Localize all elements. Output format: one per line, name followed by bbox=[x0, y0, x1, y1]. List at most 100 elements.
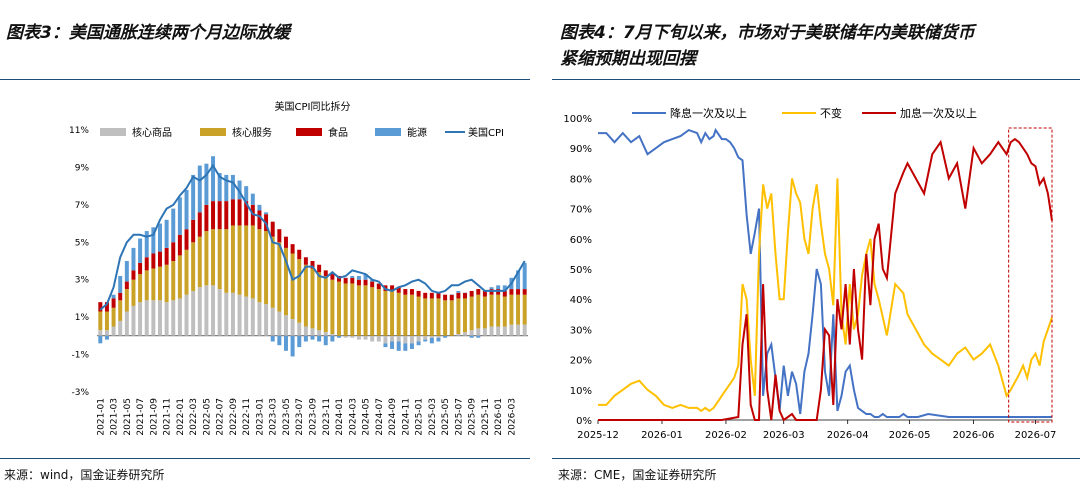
bar-segment bbox=[244, 225, 249, 297]
bar-segment bbox=[257, 229, 262, 303]
legend-label: 核心商品 bbox=[132, 126, 172, 139]
bar-segment bbox=[230, 292, 235, 336]
bar-segment bbox=[436, 298, 441, 336]
x-tick-label: 2026-01 bbox=[641, 430, 683, 441]
bar-segment bbox=[131, 305, 136, 336]
bar-segment bbox=[211, 229, 216, 286]
legend-swatch bbox=[200, 128, 226, 136]
bar-segment bbox=[297, 322, 302, 336]
bar-segment bbox=[244, 186, 249, 202]
bar-segment bbox=[502, 285, 507, 291]
bar-segment bbox=[297, 335, 302, 348]
bar-segment bbox=[469, 296, 474, 331]
x-tick-label: 2023-03 bbox=[269, 398, 279, 436]
left-bottom-rule bbox=[0, 458, 530, 459]
bar-segment bbox=[443, 294, 448, 301]
x-tick-label: 2021-11 bbox=[163, 398, 173, 436]
bar-segment bbox=[237, 294, 242, 336]
x-tick-label: 2021-01 bbox=[96, 398, 106, 436]
bar-segment bbox=[197, 212, 202, 237]
left-top-rule bbox=[0, 79, 530, 80]
bar-segment bbox=[184, 249, 189, 295]
bar-segment bbox=[317, 272, 322, 331]
bar-segment bbox=[230, 225, 235, 293]
bar-segment bbox=[522, 324, 527, 336]
bar-segment bbox=[469, 290, 474, 297]
bar-segment bbox=[330, 279, 335, 334]
bar-segment bbox=[184, 294, 189, 336]
y-tick-label: 1% bbox=[75, 313, 90, 323]
bar-segment bbox=[337, 335, 342, 338]
bar-segment bbox=[270, 307, 275, 336]
bar-segment bbox=[337, 281, 342, 336]
bar-segment bbox=[456, 290, 461, 293]
bar-segment bbox=[277, 229, 282, 243]
bar-segment bbox=[270, 221, 275, 237]
x-tick-label: 2025-03 bbox=[428, 398, 438, 436]
bar-segment bbox=[496, 294, 501, 327]
bar-segment bbox=[151, 300, 156, 336]
bar-segment bbox=[237, 180, 242, 200]
bar-segment bbox=[217, 289, 222, 336]
bar-segment bbox=[449, 300, 454, 336]
series-line-cpi bbox=[99, 163, 526, 311]
bar-segment bbox=[171, 300, 176, 336]
series-line-hike bbox=[598, 137, 1053, 422]
bar-segment bbox=[283, 236, 288, 248]
bar-segment bbox=[144, 257, 149, 271]
bar-segment bbox=[171, 261, 176, 301]
x-tick-label: 2022-07 bbox=[216, 398, 226, 436]
bar-segment bbox=[177, 197, 182, 235]
bar-segment bbox=[118, 300, 123, 321]
bar-segment bbox=[211, 201, 216, 230]
bar-segment bbox=[356, 285, 361, 336]
bar-segment bbox=[456, 298, 461, 334]
bar-segment bbox=[211, 285, 216, 336]
bar-segment bbox=[177, 234, 182, 256]
legend-label: 降息一次及以上 bbox=[670, 106, 747, 120]
bar-segment bbox=[476, 328, 481, 336]
bar-segment bbox=[283, 335, 288, 351]
bar-segment bbox=[403, 294, 408, 336]
bar-segment bbox=[509, 289, 514, 295]
bar-segment bbox=[138, 262, 143, 275]
legend-label: 能源 bbox=[407, 126, 427, 139]
bar-segment bbox=[469, 335, 474, 338]
bar-segment bbox=[237, 225, 242, 295]
bar-segment bbox=[436, 337, 441, 342]
bar-segment bbox=[230, 199, 235, 226]
bar-segment bbox=[323, 332, 328, 336]
bar-segment bbox=[164, 264, 169, 303]
x-tick-label: 2023-09 bbox=[309, 398, 319, 436]
bar-segment bbox=[509, 294, 514, 325]
bar-segment bbox=[390, 285, 395, 291]
bar-segment bbox=[489, 294, 494, 327]
bar-segment bbox=[330, 335, 335, 342]
bar-segment bbox=[429, 298, 434, 336]
x-tick-label: 2021-07 bbox=[136, 398, 146, 436]
bar-segment bbox=[124, 281, 129, 290]
bar-segment bbox=[310, 268, 315, 329]
bar-segment bbox=[98, 302, 103, 312]
bar-segment bbox=[469, 330, 474, 336]
bar-segment bbox=[403, 343, 408, 351]
fed-expectation-chart: 0% 10% 20% 30% 40% 50% 60% 70% 80% 90% 100% 2025-12… bbox=[563, 106, 1056, 441]
bar-segment bbox=[270, 236, 275, 308]
bar-segment bbox=[370, 287, 375, 336]
x-tick-label: 2022-05 bbox=[202, 398, 212, 436]
x-tick-label: 2026-05 bbox=[889, 430, 931, 441]
x-tick-label: 2022-09 bbox=[229, 398, 239, 436]
bar-segment bbox=[224, 292, 229, 336]
bar-segment bbox=[409, 294, 414, 336]
bar-segment bbox=[171, 208, 176, 243]
bar-segment bbox=[171, 242, 176, 261]
bar-segment bbox=[350, 277, 355, 284]
bar-segment bbox=[436, 292, 441, 299]
y-tick-label: -3% bbox=[71, 388, 89, 398]
bar-segment bbox=[343, 283, 348, 336]
bar-segment bbox=[244, 296, 249, 336]
bar-segment bbox=[204, 204, 209, 232]
bar-segment bbox=[449, 294, 454, 301]
x-tick-label: 2026-06 bbox=[953, 430, 995, 441]
bar-segment bbox=[264, 212, 269, 215]
